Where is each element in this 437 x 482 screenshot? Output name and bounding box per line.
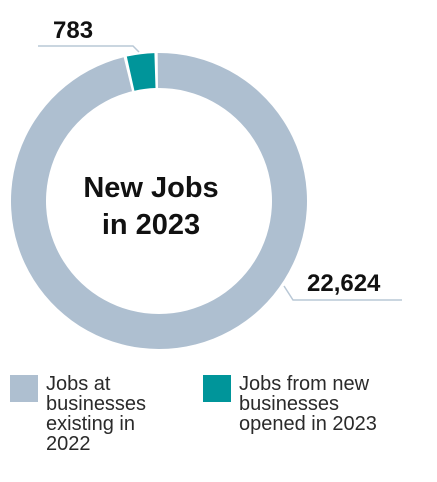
slice-new-businesses — [126, 53, 156, 91]
legend-item-new: Jobs from new businesses opened in 2023 — [203, 374, 429, 434]
leader-line-existing-businesses — [283, 285, 402, 301]
legend-label-new: Jobs from new businesses opened in 2023 — [239, 373, 377, 435]
donut-slices — [11, 53, 308, 349]
legend-label-existing: Jobs at businesses existing in 2022 — [46, 373, 147, 455]
legend-item-existing: Jobs at businesses existing in 2022 — [10, 374, 196, 454]
data-label-new-businesses: 783 — [53, 17, 93, 44]
center-title-line2: in 2023 — [102, 209, 200, 241]
leader-line-new-businesses — [38, 45, 140, 53]
legend-swatch-new — [203, 375, 231, 402]
donut-chart: New Jobs in 2023 783 22,624 — [11, 17, 402, 349]
leader-lines — [38, 45, 402, 301]
legend-swatch-existing — [10, 375, 38, 402]
center-title-line1: New Jobs — [83, 172, 218, 204]
data-label-existing-businesses: 22,624 — [307, 270, 381, 297]
legend: Jobs at businesses existing in 2022 Jobs… — [0, 374, 437, 482]
